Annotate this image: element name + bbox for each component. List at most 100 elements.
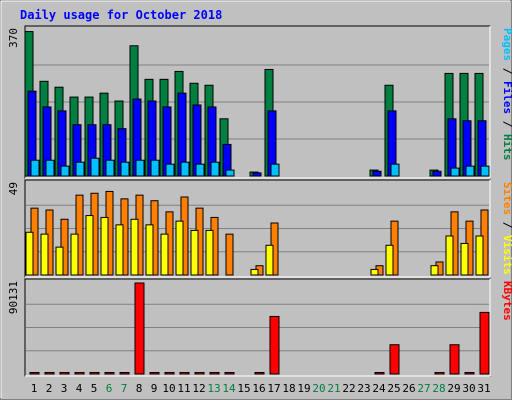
panel-kbytes-bar-kbytes-day-30	[464, 371, 475, 375]
panel-kbytes-bar-kbytes-day-25	[389, 344, 400, 375]
x-tick-label-day-23: 23	[357, 382, 370, 395]
panel-hits-bar-pages-day-10	[165, 163, 175, 177]
x-tick-label-day-30: 30	[462, 382, 475, 395]
panel-kbytes-ylabel: KBytes	[501, 281, 512, 321]
panel-hits-bar-pages-day-2	[45, 159, 55, 177]
panel-hits-ymax-label: 370	[7, 28, 20, 48]
x-tick-label-day-2: 2	[46, 382, 53, 395]
x-tick-label-day-6: 6	[106, 382, 113, 395]
panel-visits-ylabel-part-0: Sites	[501, 182, 512, 215]
panel-kbytes-bar-kbytes-day-13	[209, 371, 220, 375]
panel-visits-bar-visits-day-17	[265, 244, 274, 276]
x-tick-label-day-27: 27	[417, 382, 430, 395]
panel-hits-bar-pages-day-30	[465, 165, 475, 177]
panel-kbytes-bar-kbytes-day-10	[164, 371, 175, 375]
panel-visits-bar-visits-day-10	[160, 233, 169, 276]
panel-kbytes-bar-kbytes-day-3	[59, 371, 70, 375]
x-tick-label-day-10: 10	[162, 382, 175, 395]
panel-hits-bar-pages-day-8	[135, 159, 145, 177]
panel-visits-bar-visits-day-7	[115, 224, 124, 276]
x-tick-label-day-29: 29	[447, 382, 460, 395]
panel-kbytes-bar-kbytes-day-1	[29, 371, 40, 375]
panel-hits-bar-pages-day-31	[480, 165, 490, 177]
x-tick-label-day-18: 18	[282, 382, 295, 395]
panel-hits-bar-pages-day-14	[225, 169, 235, 177]
panel-hits-bar-pages-day-17	[270, 163, 280, 177]
x-tick-label-day-8: 8	[136, 382, 143, 395]
panel-hits-bar-pages-day-5	[90, 157, 100, 177]
panel-hits-bar-files-day-24	[372, 170, 382, 177]
x-tick-label-day-17: 17	[267, 382, 280, 395]
panel-visits-bar-visits-day-3	[55, 246, 64, 276]
x-tick-label-day-14: 14	[222, 382, 236, 395]
panel-kbytes-bar-kbytes-day-2	[44, 371, 55, 375]
panel-kbytes-ymax-label: 90131	[7, 281, 20, 314]
panel-kbytes-bar-kbytes-day-29	[449, 344, 460, 375]
x-tick-label-day-15: 15	[237, 382, 250, 395]
panel-visits-bar-visits-day-29	[445, 235, 454, 276]
panel-hits-bar-pages-day-11	[180, 161, 190, 177]
panel-visits-ylabel-part-2: Visits	[501, 235, 512, 275]
x-tick-label-day-9: 9	[151, 382, 158, 395]
panel-hits-bar-pages-day-7	[120, 161, 130, 177]
panel-visits-ylabel-part-1: /	[501, 215, 512, 235]
panel-kbytes-bar-kbytes-day-12	[194, 371, 205, 375]
x-tick-label-day-26: 26	[402, 382, 415, 395]
panel-visits-bar-visits-day-16	[250, 268, 259, 276]
x-tick-label-day-11: 11	[177, 382, 190, 395]
panel-kbytes-bar-kbytes-day-14	[224, 371, 235, 375]
panel-visits-bar-visits-day-2	[40, 233, 49, 276]
panel-kbytes-bar-kbytes-day-4	[74, 371, 85, 375]
panel-kbytes-bar-kbytes-day-7	[119, 371, 130, 375]
panel-visits-bar-visits-day-4	[70, 233, 79, 276]
panel-kbytes-bar-kbytes-day-5	[89, 371, 100, 375]
x-tick-label-day-25: 25	[387, 382, 400, 395]
panel-hits-ylabel-part-2: Files	[501, 81, 512, 114]
panel-hits-bar-pages-day-3	[60, 165, 70, 177]
panel-hits-ylabel-part-3: /	[501, 114, 512, 134]
panel-visits-bar-visits-day-8	[130, 218, 139, 276]
panel-visits-bar-visits-day-31	[475, 235, 484, 276]
x-tick-label-day-5: 5	[91, 382, 98, 395]
panel-visits-bar-visits-day-24	[370, 268, 379, 276]
panel-visits-bar-visits-day-25	[385, 244, 394, 276]
panel-hits-ylabel: Pages / Files / Hits	[501, 28, 512, 161]
panel-hits-bar-files-day-16	[252, 172, 262, 177]
panel-hits-bar-pages-day-29	[450, 167, 460, 177]
panel-visits-bar-visits-day-28	[430, 265, 439, 276]
x-tick-label-day-3: 3	[61, 382, 68, 395]
x-tick-label-day-28: 28	[432, 382, 445, 395]
panel-visits-bar-visits-day-9	[145, 224, 154, 276]
panel-kbytes-bar-kbytes-day-9	[149, 371, 160, 375]
panel-kbytes-bar-kbytes-day-17	[269, 315, 280, 375]
panel-hits-bar-pages-day-12	[195, 163, 205, 177]
panel-kbytes-bar-kbytes-day-24	[374, 371, 385, 375]
panel-kbytes-bar-kbytes-day-6	[104, 371, 115, 375]
panel-hits-bar-files-day-29	[447, 118, 457, 177]
x-tick-label-day-1: 1	[31, 382, 38, 395]
panel-hits-bar-pages-day-13	[210, 161, 220, 177]
chart-title: Daily usage for October 2018	[20, 8, 222, 22]
panel-kbytes-bar-kbytes-day-11	[179, 371, 190, 375]
panel-kbytes-bar-kbytes-day-16	[254, 371, 265, 375]
panel-hits-ylabel-part-4: Hits	[501, 134, 512, 161]
x-tick-label-day-20: 20	[312, 382, 325, 395]
x-tick-label-day-22: 22	[342, 382, 355, 395]
panel-hits-bar-files-day-28	[432, 170, 442, 177]
panel-visits-bar-visits-day-11	[175, 220, 184, 276]
panel-hits-ylabel-part-0: Pages	[501, 28, 512, 61]
panel-kbytes-ylabel-part-0: KBytes	[501, 281, 512, 321]
panel-kbytes-bar-kbytes-day-8	[134, 282, 145, 375]
x-tick-label-day-31: 31	[477, 382, 490, 395]
panel-visits-ylabel: Sites / Visits	[501, 182, 512, 275]
panel-visits-bar-sites-day-14	[225, 233, 234, 276]
panel-kbytes-bar-kbytes-day-28	[434, 371, 445, 375]
panel-visits-bar-visits-day-13	[205, 229, 214, 276]
panel-visits-bar-visits-day-30	[460, 242, 469, 276]
x-tick-label-day-4: 4	[76, 382, 83, 395]
panel-visits-bar-visits-day-5	[85, 215, 94, 276]
panel-hits-bar-pages-day-9	[150, 159, 160, 177]
panel-kbytes-bar-kbytes-day-31	[479, 311, 490, 375]
x-tick-label-day-13: 13	[207, 382, 220, 395]
